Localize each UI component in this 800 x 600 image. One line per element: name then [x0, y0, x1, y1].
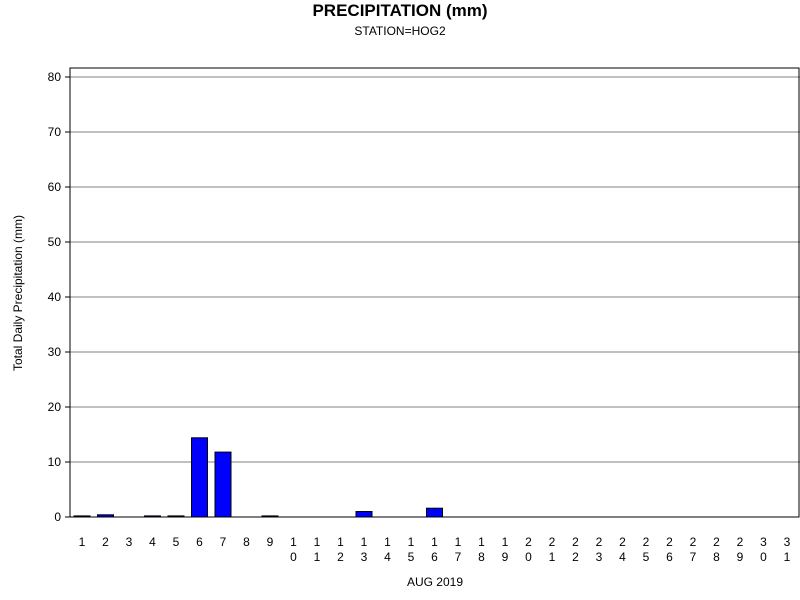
x-tick-label: 1	[79, 535, 86, 549]
y-tick-label: 20	[48, 400, 62, 414]
bar	[191, 437, 208, 518]
x-tick-label: 4	[149, 535, 156, 549]
x-tick-label: 1	[337, 535, 344, 549]
x-tick-label: 6	[666, 550, 673, 564]
x-tick-label: 2	[643, 535, 650, 549]
x-tick-label: 2	[572, 535, 579, 549]
x-tick-label: 2	[572, 550, 579, 564]
bar	[426, 507, 443, 518]
x-tick-label: 2	[102, 535, 109, 549]
x-tick-label: 8	[243, 535, 250, 549]
x-tick-label: 1	[784, 550, 791, 564]
x-tick-label: 3	[361, 550, 368, 564]
x-tick-label: 3	[784, 535, 791, 549]
y-tick-label: 50	[48, 235, 62, 249]
x-tick-label: 2	[666, 535, 673, 549]
y-tick-label: 80	[48, 70, 62, 84]
x-tick-label: 9	[737, 550, 744, 564]
x-tick-label: 6	[431, 550, 438, 564]
x-tick-label: 2	[549, 535, 556, 549]
x-tick-label: 4	[619, 550, 626, 564]
y-tick-label: 70	[48, 125, 62, 139]
x-tick-label: 7	[690, 550, 697, 564]
x-tick-label: 4	[384, 550, 391, 564]
x-tick-label: 7	[220, 535, 227, 549]
x-tick-label: 2	[619, 535, 626, 549]
x-tick-label: 0	[760, 550, 767, 564]
bar	[355, 511, 373, 518]
chart-title: PRECIPITATION (mm)	[312, 1, 488, 20]
grid-lines	[70, 76, 800, 463]
x-tick-label: 1	[455, 535, 462, 549]
x-tick-label: 2	[337, 550, 344, 564]
x-tick-label: 9	[502, 550, 509, 564]
x-tick-label: 1	[502, 535, 509, 549]
x-tick-label: 1	[361, 535, 368, 549]
x-tick-label: 8	[478, 550, 485, 564]
bar	[214, 451, 232, 518]
x-tick-label: 1	[290, 535, 297, 549]
x-tick-label: 2	[737, 535, 744, 549]
x-tick-label: 7	[455, 550, 462, 564]
x-tick-label: 1	[314, 535, 321, 549]
x-tick-label: 9	[267, 535, 274, 549]
x-tick-label: 1	[384, 535, 391, 549]
y-tick-label: 60	[48, 180, 62, 194]
x-tick-label: 8	[713, 550, 720, 564]
bars	[73, 437, 443, 518]
x-tick-label: 1	[431, 535, 438, 549]
chart-subtitle: STATION=HOG2	[354, 24, 446, 38]
x-tick-label: 1	[478, 535, 485, 549]
y-tick-label: 40	[48, 290, 62, 304]
x-tick-label: 3	[126, 535, 133, 549]
x-tick-label: 3	[596, 550, 603, 564]
x-tick-label: 5	[173, 535, 180, 549]
y-axis-label: Total Daily Precipitation (mm)	[11, 215, 25, 371]
y-tick-label: 10	[48, 455, 62, 469]
y-tick-label: 30	[48, 345, 62, 359]
plot-frame	[69, 67, 800, 518]
x-tick-label: 0	[290, 550, 297, 564]
x-axis-label: AUG 2019	[407, 575, 463, 589]
x-tick-label: 1	[549, 550, 556, 564]
x-tick-label: 2	[596, 535, 603, 549]
x-tick-label: 3	[760, 535, 767, 549]
y-axis-ticks: 0 10 20 30 40 50 60 70 80	[48, 70, 70, 524]
y-tick-label: 0	[54, 510, 61, 524]
x-axis-ticks: 1 2 3 4 5 6 7 8 9 1011121314151617181920212223242…	[79, 535, 791, 564]
x-tick-label: 6	[196, 535, 203, 549]
x-tick-label: 1	[408, 535, 415, 549]
x-tick-label: 5	[643, 550, 650, 564]
x-tick-label: 2	[690, 535, 697, 549]
x-tick-label: 2	[713, 535, 720, 549]
x-tick-label: 5	[408, 550, 415, 564]
x-tick-label: 0	[525, 550, 532, 564]
x-tick-label: 2	[525, 535, 532, 549]
x-tick-label: 1	[314, 550, 321, 564]
